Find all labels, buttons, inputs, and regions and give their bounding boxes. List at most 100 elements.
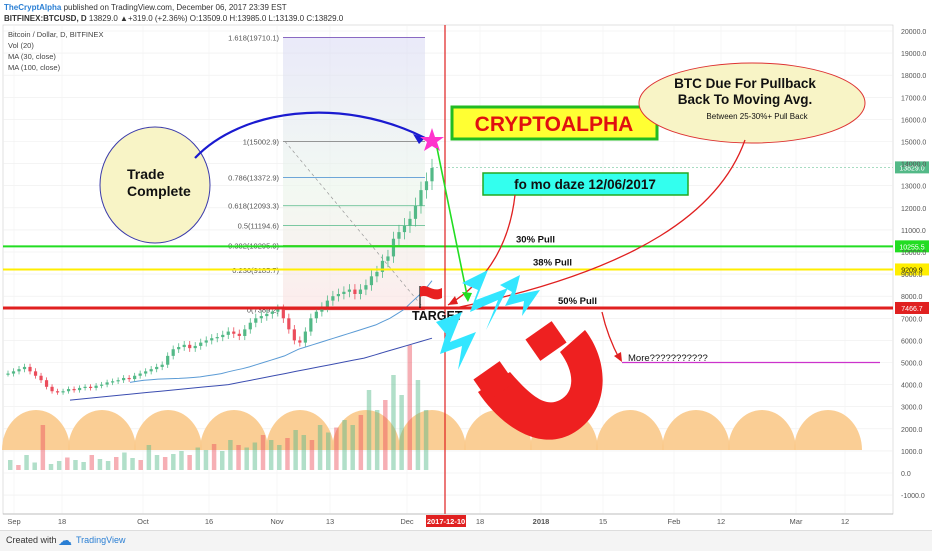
created-with: Created with: [6, 535, 57, 545]
candle-body-7: [44, 380, 49, 387]
volume-bar-28: [236, 445, 241, 470]
y-tick-label-13: 12000.0: [901, 206, 926, 213]
candle-body-39: [221, 334, 225, 338]
current-date-box: [426, 515, 466, 527]
cycle-bump-9: [596, 410, 664, 450]
level-axis-box-2: [895, 301, 929, 314]
candle-body-50: [281, 309, 285, 319]
x-tick-label-7: 18: [476, 517, 484, 526]
cycle-bump-0: [2, 410, 70, 450]
tradingview-link[interactable]: TradingView: [76, 535, 126, 545]
fib-label-4: 0.5(11194.6): [238, 222, 280, 231]
cycle-bump-4: [266, 410, 334, 450]
fib-label-3: 0.618(12093.3): [228, 202, 279, 211]
y-tick-label-15: 14000.0: [901, 162, 926, 169]
level-axis-label-0: 10255.5: [899, 244, 924, 251]
x-tick-label-13: 12: [841, 517, 849, 526]
trade-complete-line2: Complete: [127, 183, 191, 199]
x-tick-label-12: Mar: [790, 517, 803, 526]
x-tick-label-4: Nov: [270, 517, 284, 526]
cycle-bump-10: [662, 410, 730, 450]
pullback-bubble: [638, 62, 866, 144]
author-link[interactable]: TheCryptAlpha: [4, 3, 62, 12]
cycle-bump-3: [200, 410, 268, 450]
candle-body-26: [149, 369, 153, 372]
volume-bar-22: [187, 455, 192, 470]
ma100-line: [69, 337, 433, 401]
magnet-icon: [473, 321, 603, 440]
pullback-arrow: [454, 139, 746, 309]
volume-bar-46: [383, 400, 388, 470]
level-label-0: 30% Pull: [516, 234, 555, 245]
x-tick-label-1: 18: [58, 517, 66, 526]
candle-body-68: [380, 260, 385, 272]
candle-body-63: [353, 289, 357, 294]
candle-body-59: [331, 296, 335, 301]
candle-body-72: [402, 225, 407, 233]
candle-body-32: [182, 344, 186, 348]
date-arrow: [447, 194, 516, 306]
volume-bar-35: [293, 430, 298, 470]
x-tick-label-8: 2018: [533, 517, 550, 526]
level-axis-box-0: [895, 240, 929, 253]
candle-body-25: [144, 371, 148, 374]
candle-body-65: [364, 285, 368, 290]
y-tick-label-17: 16000.0: [901, 117, 926, 124]
candle-body-71: [397, 232, 401, 239]
volume-bar-51: [423, 410, 429, 470]
blue-arrow-head: [413, 134, 425, 144]
candle-body-53: [298, 340, 302, 343]
volume-bar-11: [97, 459, 103, 470]
cycle-bump-5: [332, 410, 400, 450]
y-tick-label-7: 6000.0: [901, 338, 923, 345]
date-box: [482, 172, 689, 196]
y-tick-label-11: 10000.0: [901, 250, 926, 257]
lightning-icon-3: [436, 312, 476, 370]
symbol: BITFINEX:BTCUSD, D: [4, 14, 87, 23]
more-arrow: [601, 311, 621, 361]
green-arrow-head: [462, 292, 472, 302]
x-tick-label-9: 15: [599, 517, 607, 526]
cycle-bump-12: [794, 410, 862, 450]
x-tick-label-2: Oct: [137, 517, 150, 526]
legend-ma100: MA (100, close): [8, 63, 61, 72]
x-tick-label-5: 13: [326, 517, 334, 526]
candle-body-49: [276, 309, 280, 312]
candle-body-41: [232, 331, 236, 334]
candle-body-11: [66, 389, 71, 392]
candle-body-56: [314, 311, 318, 319]
volume-bar-23: [195, 447, 201, 470]
candle-body-4: [28, 366, 32, 372]
fib-label-0: 1.618(19710.1): [228, 33, 279, 42]
candle-body-19: [111, 381, 115, 383]
volume-bar-8: [73, 460, 78, 470]
volume-bar-44: [366, 390, 372, 470]
more-label: More???????????: [628, 353, 708, 364]
volume-bar-14: [122, 452, 127, 470]
price-chart[interactable]: 1.618(19710.1) 1(15002.9) 0.786(13372.9) 0.…: [0, 0, 932, 530]
volume-bar-26: [220, 451, 225, 470]
volume-bar-48: [399, 395, 404, 470]
volume-bar-1: [16, 465, 21, 470]
y-tick-label-18: 17000.0: [901, 95, 926, 102]
level-axis-label-2: 7466.7: [901, 306, 923, 313]
y-tick-label-20: 19000.0: [901, 51, 926, 58]
volume-bar-18: [154, 455, 160, 470]
volume-bar-9: [81, 462, 86, 470]
candle-body-48: [270, 311, 274, 314]
y-tick-label-16: 15000.0: [901, 140, 926, 147]
candle-body-38: [215, 337, 219, 339]
x-tick-label-3: 16: [205, 517, 213, 526]
volume-bar-7: [65, 457, 70, 470]
candle-body-76: [424, 181, 429, 191]
volume-bar-17: [146, 445, 152, 470]
candle-body-31: [177, 347, 181, 350]
candle-body-2: [17, 369, 21, 372]
pullback-line1: BTC Due For Pullback: [674, 76, 816, 91]
candle-body-42: [237, 333, 241, 336]
candle-body-44: [248, 322, 252, 330]
volume-bar-19: [162, 457, 168, 470]
x-tick-label-0: Sep: [7, 517, 20, 526]
volume-bar-25: [211, 444, 217, 470]
